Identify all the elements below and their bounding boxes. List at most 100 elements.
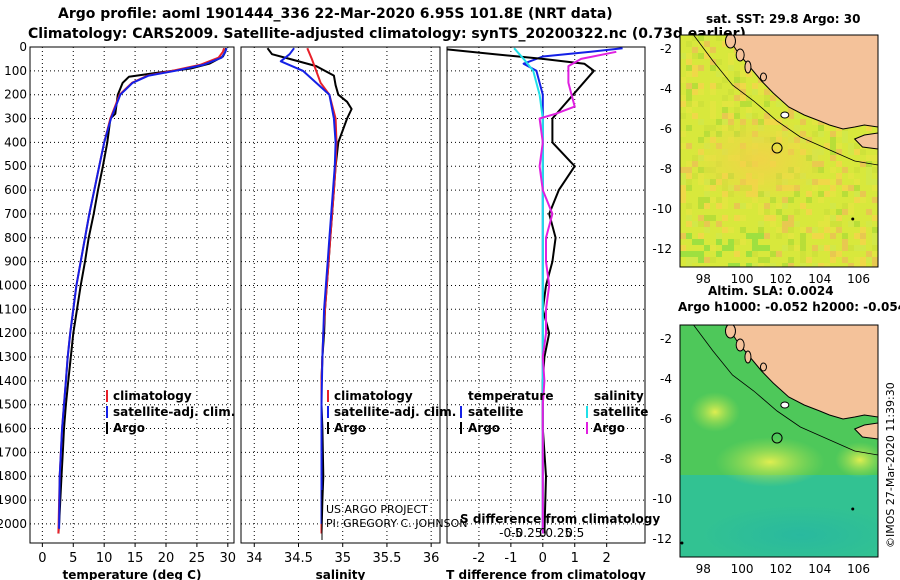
sst-pixel [758,83,764,89]
sst-pixel [788,233,794,239]
sst-pixel [686,179,692,185]
legend-label: climatology [113,389,192,403]
java-land [853,132,878,150]
series-line-climatology [57,47,226,534]
sst-pixel [680,173,686,179]
sst-pixel [770,251,776,257]
sst-pixel [716,203,722,209]
project-line2: PI: GREGORY C. JOHNSON [326,517,468,530]
sst-pixel [872,185,878,191]
sst-pixel [764,245,770,251]
sst-pixel [680,143,686,149]
sst-pixel [848,185,854,191]
sst-pixel [704,35,710,41]
sst-pixel [860,161,866,167]
sst-pixel [698,119,704,125]
sst-pixel [818,191,824,197]
sst-pixel [752,251,758,257]
sst-pixel [680,131,686,137]
sst-pixel [812,119,818,125]
sst-pixel [698,257,704,263]
sst-pixel [740,65,746,71]
sst-pixel [692,53,698,59]
sst-pixel [848,173,854,179]
sst-pixel [692,257,698,263]
lat-tick-label: -8 [660,452,672,466]
y-tick-label: 700 [4,207,27,221]
sst-pixel [758,257,764,263]
y-tick-label: 2000 [0,517,27,531]
sst-pixel [812,227,818,233]
sst-pixel [830,185,836,191]
sst-pixel [860,197,866,203]
profile-title: Argo profile: aoml 1901444_336 22-Mar-20… [58,6,613,22]
sst-pixel [842,257,848,263]
sst-pixel [812,251,818,257]
sst-pixel [734,71,740,77]
legend-label: Argo [593,421,625,435]
sst-pixel [872,263,878,267]
sst-pixel [704,47,710,53]
sst-pixel [764,233,770,239]
sst-pixel [854,179,860,185]
sst-pixel [830,131,836,137]
sst-pixel [830,179,836,185]
sst-pixel [770,95,776,101]
x-tick-label: 0 [539,551,547,566]
sst-pixel [788,221,794,227]
sst-pixel [692,47,698,53]
island [744,60,752,74]
sst-pixel [704,125,710,131]
island [744,350,752,364]
sst-pixel [836,161,842,167]
x2-tick-label: -0.5 [499,526,522,540]
lat-tick-label: -6 [660,122,672,136]
y-tick-label: 400 [4,135,27,149]
sst-pixel [848,263,854,267]
lon-tick-label: 104 [808,272,831,286]
sst-pixel [830,203,836,209]
sst-pixel [728,113,734,119]
sst-pixel [854,191,860,197]
sst-pixel [686,71,692,77]
sst-pixel [836,251,842,257]
sst-pixel [842,167,848,173]
lat-tick-label: -10 [652,492,672,506]
x-tick-label: 15 [127,551,144,566]
sst-pixel [872,239,878,245]
sst-pixel [758,203,764,209]
sst-pixel [824,125,830,131]
sst-pixel [728,101,734,107]
sst-pixel [716,251,722,257]
sst-pixel [770,215,776,221]
sst-pixel [764,215,770,221]
sst-pixel [680,179,686,185]
sst-pixel [722,113,728,119]
y-tick-label: 800 [4,231,27,245]
sst-pixel [698,221,704,227]
sst-pixel [830,215,836,221]
x2-tick-label: -0.25 [511,526,542,540]
y-tick-label: 100 [4,64,27,78]
sst-pixel [740,71,746,77]
y-tick-label: 500 [4,159,27,173]
sst-pixel [758,89,764,95]
sst-pixel [866,251,872,257]
sst-pixel [710,101,716,107]
sst-pixel [866,173,872,179]
sst-pixel [716,71,722,77]
sst-pixel [860,257,866,263]
sst-pixel [698,65,704,71]
series-line-argo [57,48,227,534]
sst-pixel [830,221,836,227]
sst-pixel [806,191,812,197]
x-tick-label: 35 [334,551,351,566]
sst-pixel [716,233,722,239]
lon-tick-label: 98 [696,272,711,286]
lon-tick-label: 98 [696,562,711,576]
sst-pixel [842,131,848,137]
sst-pixel [686,95,692,101]
y-tick-label: 1800 [0,469,27,483]
sst-pixel [848,143,854,149]
lon-tick-label: 104 [808,562,831,576]
